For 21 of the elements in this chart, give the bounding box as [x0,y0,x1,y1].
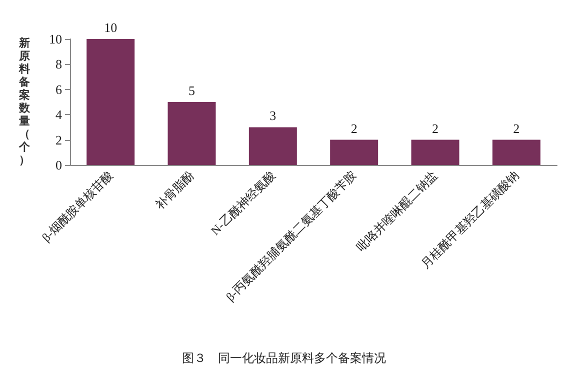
y-tick-label: 8 [56,56,62,72]
bar [492,140,540,165]
text: 图３ 同一化妆品新原料多个备案情况 [182,351,386,365]
bar [330,140,378,165]
y-tick-label: 2 [56,132,62,148]
bar [168,102,216,165]
x-tick-label: 补骨脂酚 [152,168,197,212]
y-tick-label: 4 [56,107,62,122]
bar [86,39,135,165]
data-label: 2 [432,120,438,136]
data-label: 10 [104,20,118,35]
y-tick-label: 6 [56,82,62,97]
text: 新原料备案数量（个） [19,38,30,166]
data-label: 5 [188,83,195,98]
bar [411,140,460,165]
data-label: 2 [350,120,358,136]
data-label: 2 [513,120,520,136]
data-label: 3 [270,108,276,124]
x-tick-label: N-乙酰神经氨酸 [208,168,278,238]
y-tick-label: 10 [49,32,62,46]
bar [248,127,297,165]
